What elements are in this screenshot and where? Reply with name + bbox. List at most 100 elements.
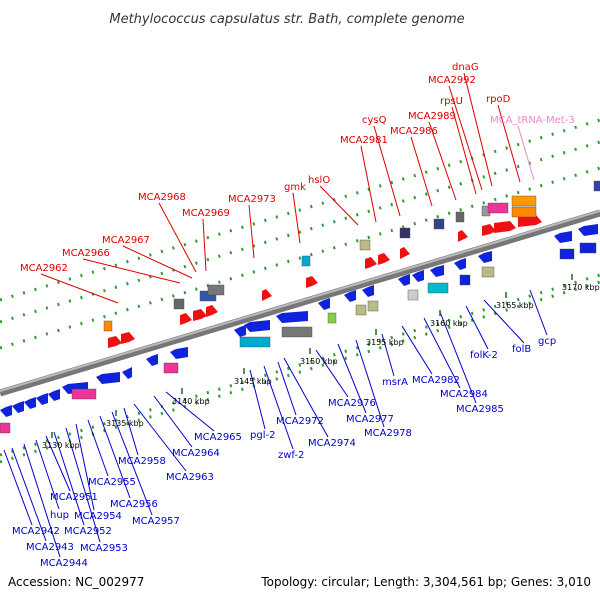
gene-feature-6 — [306, 276, 318, 288]
gene-label-mca2943: MCA2943 — [26, 542, 74, 553]
gene-feature-31 — [36, 393, 48, 405]
leader-top-5 — [248, 204, 255, 259]
gene-label-mca2954: MCA2954 — [74, 511, 122, 522]
gene-feature-25 — [511, 195, 537, 207]
gene-label-mca2986: MCA2986 — [390, 126, 438, 137]
leader-bottom-20 — [337, 343, 367, 414]
leader-bottom-1 — [11, 447, 47, 542]
gene-label-mca2953: MCA2953 — [80, 543, 128, 554]
gene-feature-57 — [355, 304, 367, 316]
gene-feature-10 — [458, 230, 468, 242]
gene-feature-52 — [71, 388, 97, 400]
gene-label-mca2952: MCA2952 — [64, 526, 112, 537]
gene-feature-43 — [362, 285, 374, 297]
leader-top-15 — [497, 104, 521, 183]
gene-feature-1 — [121, 332, 135, 344]
gene-feature-26 — [511, 206, 537, 218]
label-leader-lines — [3, 72, 548, 558]
gene-label-mca2989: MCA2989 — [408, 111, 456, 122]
leader-bottom-17 — [277, 361, 297, 416]
gene-feature-47 — [454, 258, 466, 270]
gene-feature-17 — [103, 320, 113, 332]
gene-feature-22 — [455, 211, 465, 223]
gene-feature-21 — [433, 218, 445, 230]
gene-feature-20 — [399, 227, 411, 239]
gene-feature-54 — [239, 336, 271, 348]
gene-feature-36 — [146, 354, 158, 366]
leader-bottom-11 — [123, 407, 139, 456]
gene-label-mca2966: MCA2966 — [62, 248, 110, 259]
leader-bottom-22 — [381, 333, 395, 377]
gene-label-rpsu: rpsU — [440, 96, 463, 107]
leader-bottom-0 — [3, 449, 33, 526]
gene-label-gmk: gmk — [284, 182, 306, 193]
scale-tick-label-1: 3135 kbp — [106, 419, 144, 428]
leader-bottom-18 — [283, 357, 329, 438]
gene-feature-46 — [430, 265, 444, 277]
gene-feature-50 — [578, 224, 598, 236]
leader-top-12 — [451, 106, 477, 195]
leader-bottom-25 — [439, 311, 477, 404]
gene-feature-2 — [180, 313, 192, 325]
accession-text: Accession: NC_002977 — [8, 575, 144, 589]
gene-feature-49 — [554, 231, 572, 243]
gene-feature-51 — [0, 422, 11, 434]
gene-feature-14 — [173, 298, 185, 310]
gene-feature-34 — [96, 372, 120, 384]
gene-feature-45 — [412, 270, 424, 282]
leader-bottom-10 — [111, 411, 153, 516]
gene-label-mca2974: MCA2974 — [308, 438, 356, 449]
gene-label-mca2951: MCA2951 — [50, 492, 98, 503]
gene-label-mca2981: MCA2981 — [340, 135, 388, 146]
leader-top-1 — [82, 258, 181, 284]
gene-label-folb: folB — [512, 344, 531, 355]
leader-top-16 — [517, 125, 535, 181]
leader-top-2 — [122, 245, 193, 279]
gene-feature-39 — [244, 320, 270, 332]
leader-top-11 — [428, 121, 457, 201]
gene-feature-5 — [262, 289, 272, 301]
gene-label-cysq: cysQ — [362, 115, 387, 126]
leader-bottom-15 — [249, 369, 266, 430]
gene-label-mca2984: MCA2984 — [440, 389, 488, 400]
gene-feature-32 — [48, 389, 60, 401]
gene-feature-58 — [367, 300, 379, 312]
gene-label-mca2976: MCA2976 — [328, 398, 376, 409]
guide-dots-1 — [0, 273, 600, 457]
gene-feature-12 — [494, 221, 516, 233]
gene-feature-55 — [281, 326, 313, 338]
gene-feature-61 — [459, 274, 471, 286]
leader-bottom-28 — [529, 289, 548, 336]
gene-label-mca2968: MCA2968 — [138, 192, 186, 203]
gene-feature-7 — [365, 257, 377, 269]
guide-dots-4 — [0, 118, 600, 302]
gene-feature-8 — [378, 253, 390, 265]
leader-top-14 — [463, 72, 493, 187]
scale-tick-label-6: 3160 kbp — [430, 319, 468, 328]
gene-feature-42 — [344, 290, 356, 302]
scale-tick-label-0: 3130 kbp — [42, 441, 80, 450]
map-title: Methylococcus capsulatus str. Bath, comp… — [109, 12, 464, 27]
leader-top-6 — [292, 192, 301, 244]
gene-label-dnag: dnaG — [452, 62, 479, 73]
genome-summary-text: Topology: circular; Length: 3,304,561 bp… — [260, 575, 591, 589]
leader-top-4 — [202, 218, 207, 272]
leader-top-9 — [373, 125, 401, 217]
scale-tick-label-4: 3150 kbp — [300, 357, 338, 366]
gene-feature-4 — [206, 305, 218, 317]
gene-feature-60 — [427, 282, 449, 294]
genome-backbone — [0, 209, 600, 397]
gene-feature-44 — [398, 274, 410, 286]
leader-bottom-14 — [165, 391, 215, 432]
leader-bottom-5 — [53, 431, 85, 526]
dotted-guide-lines — [0, 118, 600, 464]
gene-feature-18 — [301, 255, 311, 267]
genome-backbone-highlight — [0, 210, 600, 392]
leader-bottom-12 — [133, 403, 187, 472]
gene-feature-48 — [478, 251, 492, 263]
leader-top-8 — [360, 145, 377, 223]
guide-dots-3 — [0, 140, 600, 324]
leader-bottom-7 — [75, 423, 95, 511]
gene-label-gcp: gcp — [538, 336, 556, 347]
